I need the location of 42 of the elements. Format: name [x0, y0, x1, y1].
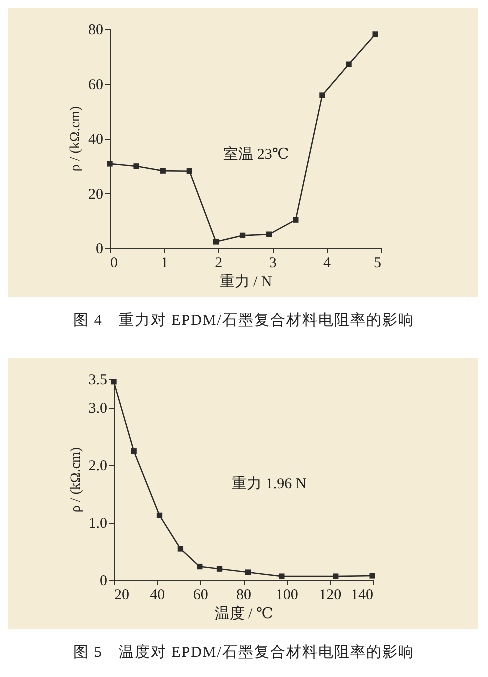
x-tick-label: 80 [236, 588, 252, 604]
y-tick-label: 3.0 [88, 401, 108, 418]
x-tick-label: 5 [374, 256, 382, 272]
point [107, 161, 113, 167]
x-tick-label: 140 [351, 588, 374, 604]
x-tick-label: 4 [324, 256, 332, 272]
point [240, 232, 246, 239]
x-tick-label: 60 [193, 588, 208, 604]
x-tick-label: 120 [319, 588, 342, 604]
point [346, 62, 352, 68]
point [266, 232, 272, 238]
y-tick-label: 80 [88, 22, 104, 38]
point [160, 168, 166, 174]
point [372, 32, 378, 38]
y-tick-label: 20 [88, 186, 104, 203]
text: 图 5 温度对 EPDM/石墨复合材料电阻率的影响 [72, 643, 416, 662]
x-tick-label: 20 [114, 588, 130, 604]
y-tick-label: 3.5 [88, 372, 108, 388]
text: 图 4 重力对 EPDM/石墨复合材料电阻率的影响 [72, 311, 416, 330]
x-tick-label: 1 [160, 256, 168, 272]
y-tick-label: 2.0 [88, 458, 108, 475]
x-tick-label: 40 [150, 588, 166, 604]
annotation: 室温 23℃ [224, 146, 290, 163]
point [293, 217, 299, 223]
x-axis-title: 温度 / ℃ [214, 606, 274, 622]
point [320, 92, 326, 98]
y-axis-title: ρ / (kΩ.cm) [68, 447, 84, 513]
x-tick-label: 2 [215, 256, 223, 272]
x-tick-label: 100 [276, 588, 298, 604]
x-axis-title: 重力 / N [220, 274, 272, 290]
y-tick-label: 0 [96, 242, 104, 258]
annotation: 重力 1.96 N [232, 476, 307, 493]
y-axis-title: ρ / (kΩ.cm) [68, 106, 84, 172]
point [134, 164, 140, 170]
y-tick-label: 40 [88, 132, 104, 148]
y-tick-label: 0 [100, 574, 108, 590]
x-tick-label: 0 [110, 256, 118, 272]
point [213, 239, 220, 245]
y-tick-label: 1.0 [88, 516, 108, 532]
y-tick-label: 60 [88, 77, 104, 94]
x-tick-label: 3 [269, 256, 277, 272]
point [186, 168, 193, 174]
